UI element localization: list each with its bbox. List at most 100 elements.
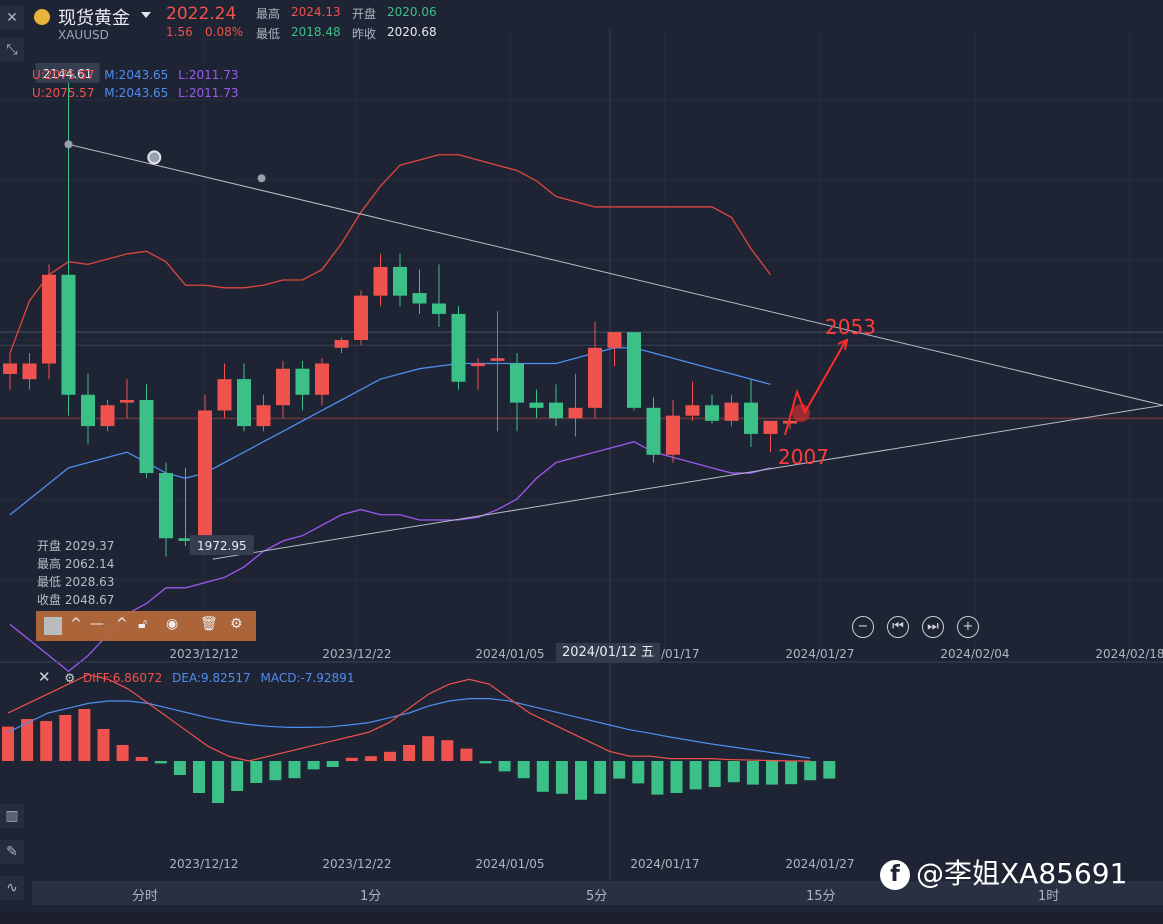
price-pulse [792,404,810,422]
tab-5min[interactable]: 5分 [586,889,608,904]
candle-body-1 [22,363,37,380]
band-mid-legend-2: M:2043.65 [104,86,169,100]
macd-bar-28 [536,761,549,792]
candle-body-19 [373,266,388,296]
target-up-label: 2053 [825,315,876,339]
prev-close-value: 2020.68 [387,25,437,39]
instrument-title[interactable]: 现货黄金 [58,8,130,29]
unlock-icon[interactable]: 🔓︎ [138,616,148,632]
macd-close-icon[interactable]: ✕ [38,668,51,686]
tab-intraday[interactable]: 分时 [132,889,159,904]
watermark: f @李姐XA85691 [880,852,1127,892]
zoom-in-button[interactable]: + [957,616,979,638]
skip-forward-button[interactable]: ⏭︎ [922,616,944,638]
arrowhead-up [837,338,849,351]
macd-diff-legend: DIFF:6.86072 [83,671,163,685]
draw-tool-button[interactable]: ⤡ [0,38,24,62]
chevron-up-icon-2[interactable]: ^ [116,616,128,632]
macd-bar-36 [689,761,702,790]
macd-bar-34 [651,761,664,795]
trough-label-bg [189,535,254,556]
macd-bar-27 [517,761,530,779]
macd-bar-17 [326,761,339,767]
candle-body-5 [100,405,115,427]
candle-body-27 [529,402,544,408]
macd-dea-legend: DEA:9.82517 [172,671,251,685]
candle-body-33 [646,407,661,455]
band-mid-legend: M:2043.65 [104,68,169,82]
chevron-up-icon[interactable]: ^ [70,616,82,632]
skip-back-button[interactable]: ⏮︎ [887,616,909,638]
tab-15min[interactable]: 15分 [806,889,836,904]
macd-bar-26 [498,761,511,772]
macd-histogram [2,709,836,803]
candle-body-21 [412,293,427,304]
watermark-text: @李姐XA85691 [916,857,1128,890]
tab-1hour[interactable]: 1时 [1038,889,1060,904]
target-down-label: 2007 [778,445,829,469]
price-change-percent: 0.08% [205,25,244,39]
pencil-button[interactable]: ✎ [0,840,24,864]
macd-bar-23 [441,740,454,761]
candle-body-26 [510,363,524,403]
candle-body-9 [178,538,193,541]
x-tick-5: 2024/02/04 [940,647,1009,661]
mid-band-line [9,347,771,516]
candle-body-28 [549,402,563,419]
band-lower-legend-2: L:2011.73 [178,86,239,100]
macd-bar-31 [594,761,607,794]
macd-bar-22 [422,736,435,761]
dea-line [7,697,811,759]
macd-bar-1 [21,719,34,761]
zoom-out-button[interactable]: − [852,616,874,638]
candle-body-8 [159,473,173,539]
color-swatch[interactable] [44,617,62,635]
candle-body-16 [315,363,329,395]
x-tick-1: 2023/12/22 [322,647,391,661]
macd-bar-3 [59,715,72,761]
candle-body-30 [588,347,602,408]
macd-bar-7 [135,757,148,761]
candle-body-23 [451,313,466,382]
close-button[interactable]: ✕ [0,6,24,30]
macd-bar-32 [613,761,626,779]
macd-bar-43 [823,761,836,779]
eye-icon[interactable]: ◉ [166,616,179,632]
macd-bar-25 [479,761,492,764]
macd-bar-0 [2,726,14,761]
last-price: 2022.24 [166,4,237,24]
lower-trendline [212,404,1163,560]
chevron-down-icon[interactable] [141,12,151,18]
candle-body-11 [217,379,232,411]
macd-settings-icon[interactable]: ⚙︎ [64,671,76,685]
indicator-button[interactable]: ∿ [0,876,24,900]
macd-x-tick-0: 2023/12/12 [169,857,238,871]
timeframe-tabs: 分时 1分 5分 15分 1时 [32,881,1163,905]
macd-bar-6 [116,745,129,761]
macd-bar-13 [250,761,263,783]
settings-icon[interactable]: ⚙︎ [230,616,243,632]
line-style-icon[interactable]: — [90,616,104,632]
projection-arrow [784,341,846,436]
crosshair-date: 2024/01/12 五 [556,643,660,663]
candle-body-18 [354,295,368,340]
drawing-toolbar: ^ — ^ 🔓︎ ◉ 🗑︎ ⚙︎ [36,611,256,641]
peak-label-bg [35,62,100,83]
tab-1min[interactable]: 1分 [360,889,382,904]
macd-bar-42 [804,761,817,781]
candle-body-3 [61,274,76,395]
prev-close-label: 昨收 [352,27,377,41]
macd-bar-16 [307,761,320,770]
candle-type-button[interactable]: ▥ [0,804,24,828]
candle-body-17 [334,340,349,348]
lower-band-line [9,441,771,673]
candle-body-0 [3,363,17,374]
macd-x-tick-2: 2024/01/05 [475,857,544,871]
trash-icon[interactable]: 🗑︎ [200,616,218,632]
candlestick-icon: ▥ [5,808,19,824]
macd-bar-14 [269,761,282,781]
macd-x-tick-1: 2023/12/22 [322,857,391,871]
open-value: 2020.06 [387,5,437,19]
macd-x-tick-4: 2024/01/27 [785,857,854,871]
